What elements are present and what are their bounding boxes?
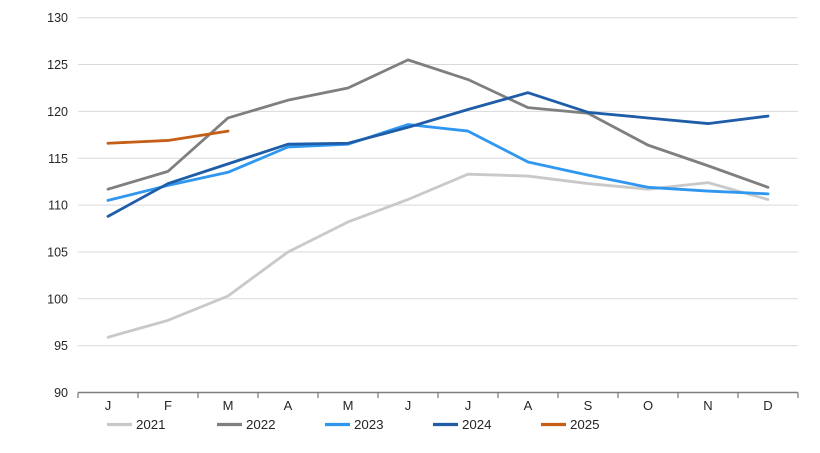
x-tick-label-10-N: N [703,398,712,413]
x-tick-label-8-S: S [584,398,593,413]
x-tick-label-2-M: M [223,398,234,413]
x-tick-label-4-M: M [343,398,354,413]
legend-label-2025: 2025 [570,417,600,432]
legend-label-2023: 2023 [354,417,384,432]
series-line-2025 [106,129,230,145]
x-tick-label-0-J: J [105,398,112,413]
y-tick-label-125: 125 [47,58,68,72]
y-tick-label-90: 90 [54,386,68,400]
x-tick-label-9-O: O [643,398,653,413]
x-tick-label-3-A: A [284,398,293,413]
x-tick-label-11-D: D [763,398,772,413]
y-tick-label-110: 110 [48,199,68,213]
legend-label-2024: 2024 [462,417,492,432]
legend-label-2021: 2021 [136,417,166,432]
series-line-2023 [106,123,770,202]
y-tick-label-100: 100 [47,292,68,306]
y-tick-label-120: 120 [47,105,68,119]
x-tick-label-1-F: F [164,398,172,413]
x-tick-label-6-J: J [465,398,472,413]
x-tick-label-7-A: A [524,398,533,413]
series-line-2024 [106,91,770,218]
series-line-2022 [106,58,770,191]
x-tick-label-5-J: J [405,398,412,413]
y-tick-label-130: 130 [47,11,68,25]
y-tick-label-115: 115 [48,152,68,166]
legend-label-2022: 2022 [246,417,276,432]
y-tick-label-95: 95 [54,339,68,353]
series-line-2021 [106,172,770,339]
y-tick-label-105: 105 [47,245,68,259]
